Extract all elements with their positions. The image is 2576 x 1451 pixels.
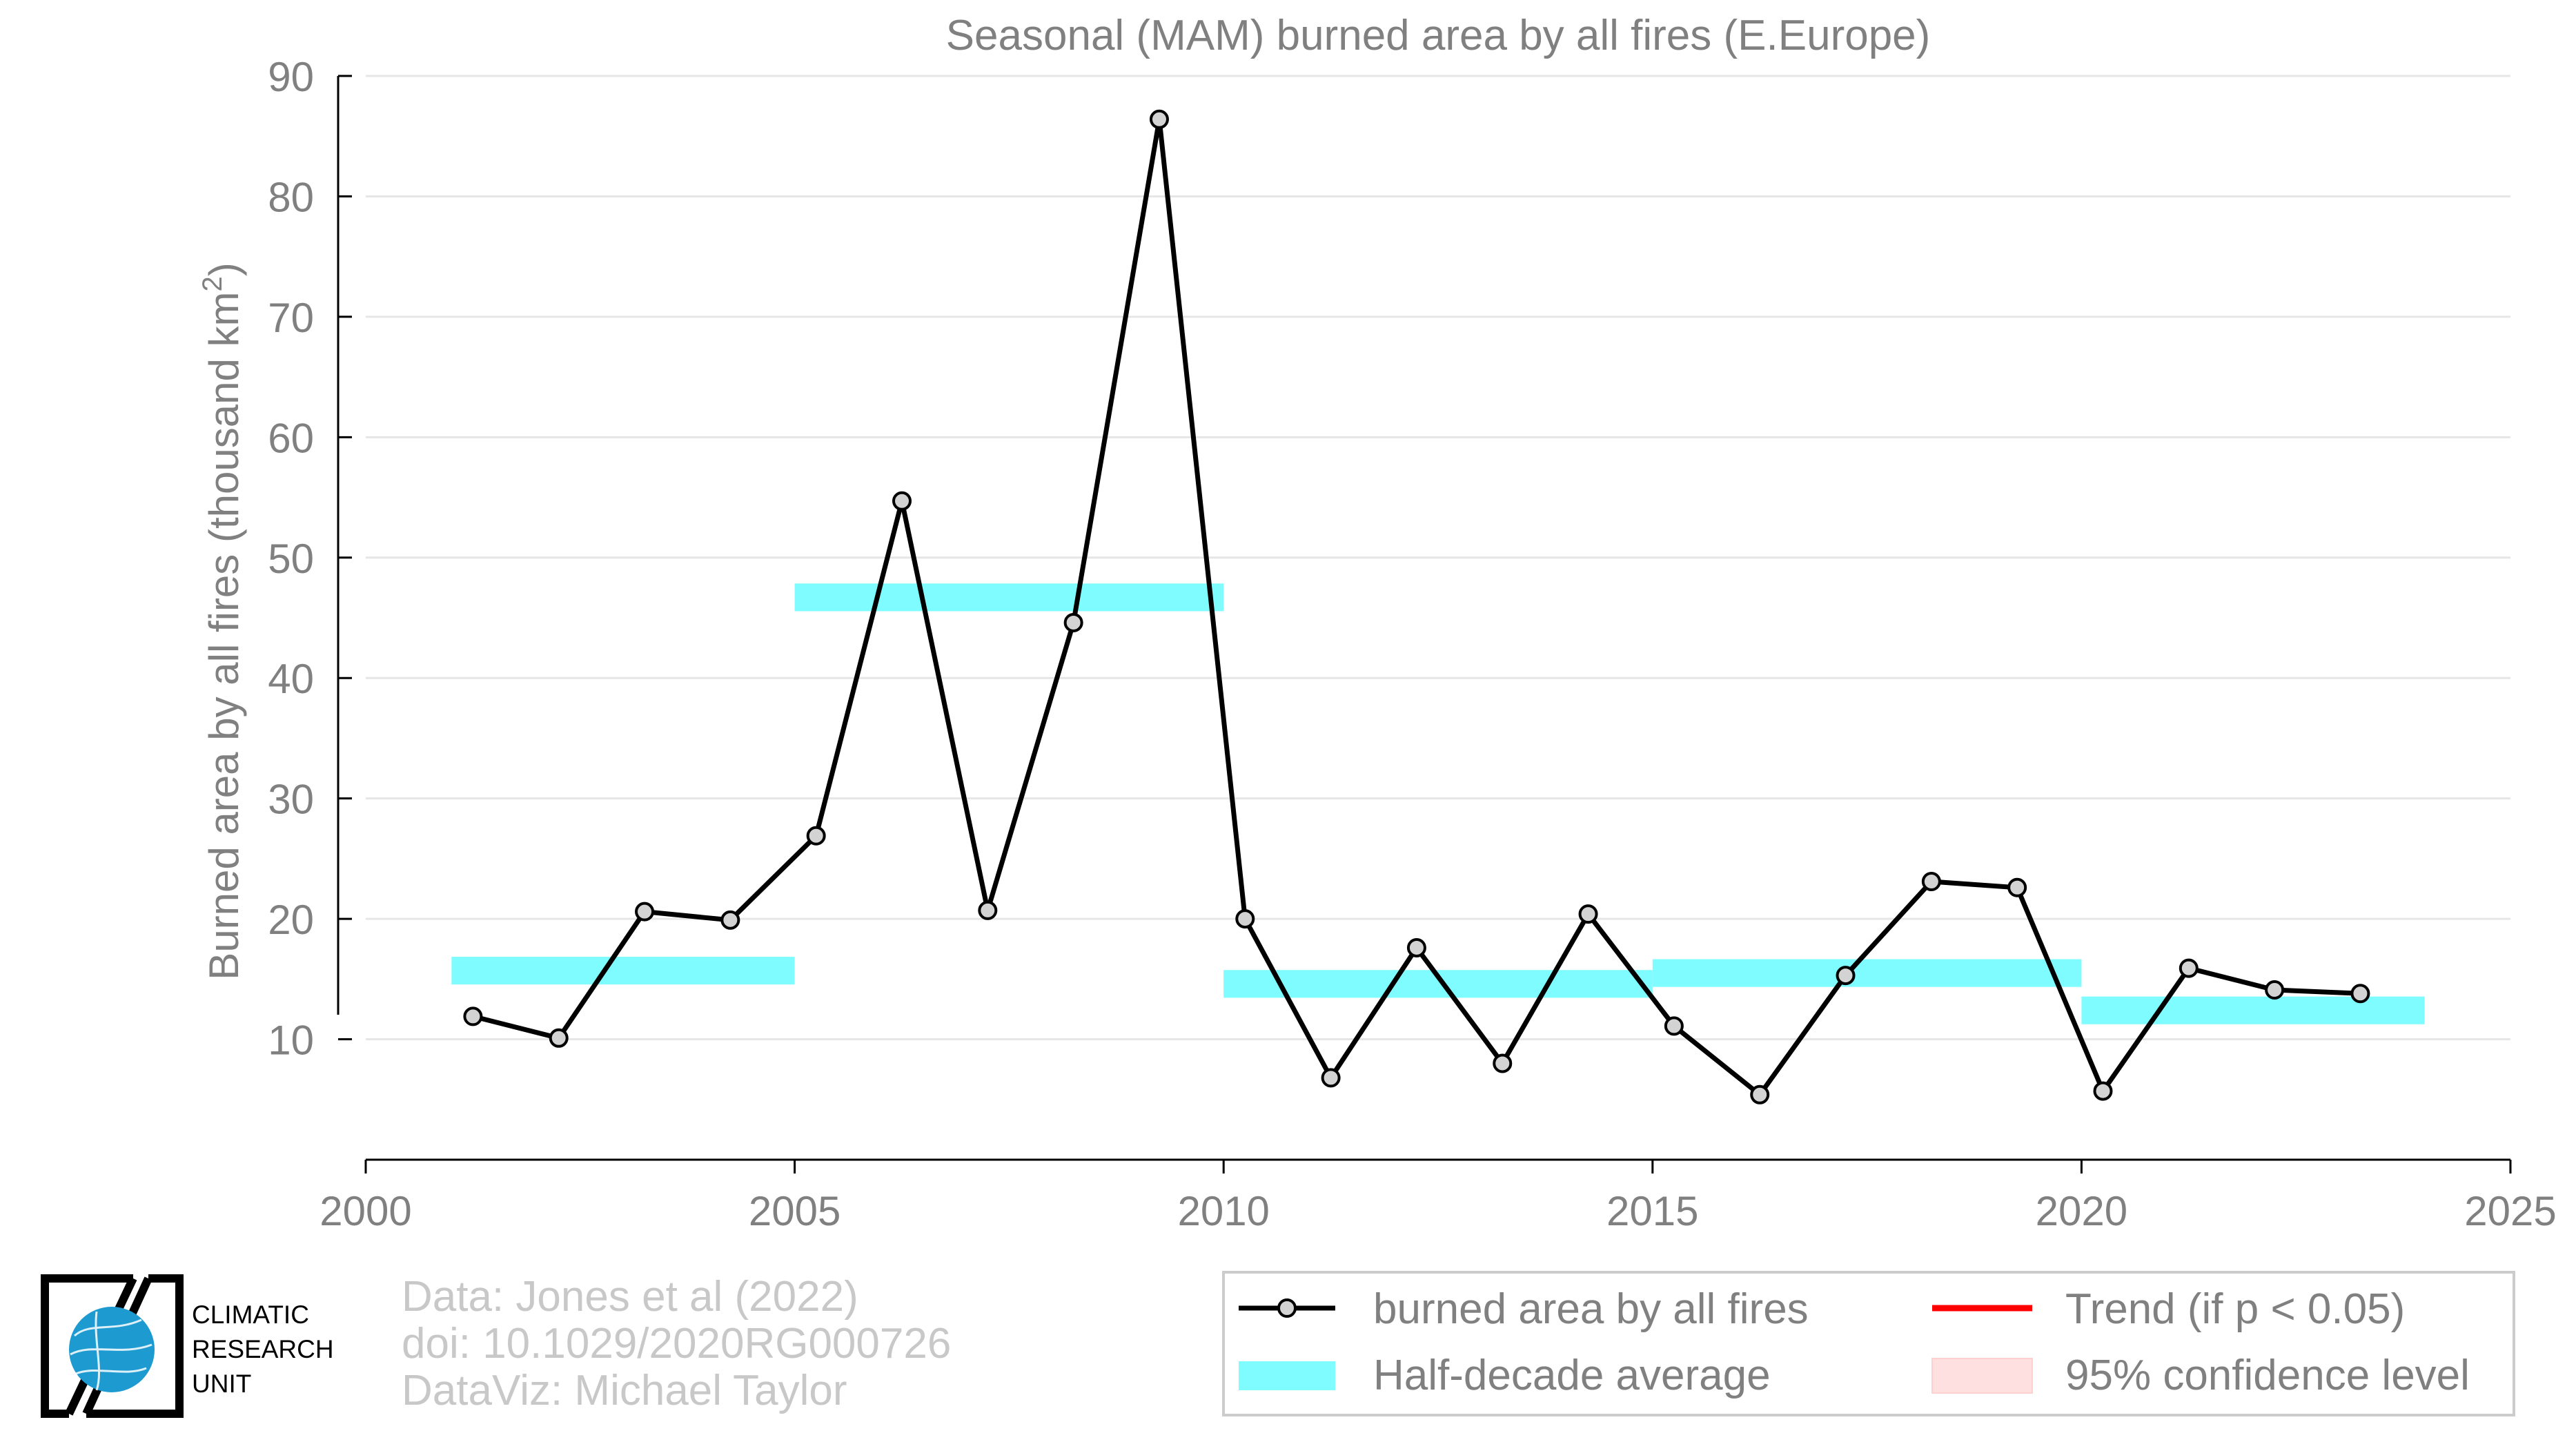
- data-point-2012: [1406, 937, 1426, 957]
- x-tick-label-2015: 2015: [1606, 1188, 1698, 1234]
- logo-line-3: UNIT: [192, 1370, 252, 1398]
- data-point-2023: [2350, 984, 2370, 1004]
- data-point-2016: [1750, 1084, 1770, 1104]
- y-tick-label-20: 20: [268, 897, 314, 943]
- logo-line-2: RESEARCH: [192, 1335, 334, 1363]
- data-point-2003: [635, 902, 655, 922]
- x-tick-label-2010: 2010: [1177, 1188, 1269, 1234]
- y-tick-label-10: 10: [268, 1017, 314, 1064]
- y-axis-label: Burned area by all fires (thousand km2): [197, 262, 247, 980]
- data-point-2005: [806, 826, 826, 846]
- y-tick-label-50: 50: [268, 536, 314, 582]
- data-point-2006: [892, 491, 912, 511]
- legend: burned area by all fires Trend (if p < 0…: [1222, 1271, 2515, 1416]
- data-point-2013: [1493, 1053, 1513, 1073]
- legend-label-trend: Trend (if p < 0.05): [2065, 1285, 2405, 1333]
- logo-text: CLIMATIC RESEARCH UNIT: [192, 1298, 334, 1401]
- legend-average-swatch: [1239, 1361, 1335, 1390]
- y-tick-label-40: 40: [268, 656, 314, 702]
- data-point-2022: [2265, 980, 2285, 1000]
- y-axis-label-main: Burned area by all fires (thousand km: [201, 292, 247, 980]
- data-point-2009: [1149, 109, 1169, 129]
- data-point-2014: [1578, 904, 1598, 924]
- y-tick-label-30: 30: [268, 777, 314, 823]
- logo-line-1: CLIMATIC: [192, 1301, 309, 1329]
- credits-data: Data: Jones et al (2022): [402, 1273, 858, 1321]
- half-decade-average-bar-1: [451, 957, 795, 985]
- data-point-2010: [1235, 909, 1255, 929]
- credits: Data: Jones et al (2022) doi: 10.1029/20…: [402, 1274, 951, 1414]
- x-tick-label-2000: 2000: [319, 1188, 411, 1234]
- chart-title: Seasonal (MAM) burned area by all fires …: [946, 12, 1931, 59]
- grid-lines: [366, 75, 2510, 1041]
- data-point-2007: [978, 900, 998, 920]
- data-point-2015: [1664, 1016, 1684, 1036]
- y-axis-label-superscript: 2: [197, 276, 228, 291]
- data-point-2008: [1063, 612, 1083, 632]
- half-decade-average-bar-5: [2081, 996, 2425, 1024]
- credits-doi: doi: 10.1029/2020RG000726: [402, 1320, 952, 1367]
- y-axis-label-close: ): [201, 262, 247, 276]
- data-point-2020: [2093, 1081, 2113, 1101]
- legend-series-marker: [1277, 1298, 1297, 1318]
- legend-label-series: burned area by all fires: [1373, 1285, 1809, 1333]
- legend-box: [1222, 1271, 2515, 1416]
- axis-ticks: 10 20 30 40 50 60 70 80 90 2000 2005 2010 2015 2020 20…: [268, 54, 2556, 1234]
- half-decade-average-bar-4: [1652, 959, 2082, 987]
- x-tick-label-2025: 2025: [2464, 1188, 2556, 1234]
- data-point-2004: [720, 910, 740, 930]
- legend-label-confidence: 95% confidence level: [2065, 1352, 2470, 1399]
- data-point-2011: [1321, 1068, 1341, 1088]
- half-decade-average-bar-2: [794, 583, 1224, 612]
- globe-icon: [69, 1307, 155, 1392]
- y-tick-label-80: 80: [268, 174, 314, 220]
- y-tick-label-90: 90: [268, 54, 314, 100]
- data-point-2019: [2007, 877, 2027, 897]
- axes: [337, 76, 2510, 1161]
- half-decade-average-bars: [451, 583, 2425, 1024]
- logo-bracket-frame: [41, 1274, 184, 1418]
- x-tick-label-2005: 2005: [749, 1188, 840, 1234]
- x-tick-label-2020: 2020: [2036, 1188, 2127, 1234]
- cru-logo: [41, 1274, 184, 1418]
- credits-dataviz: DataViz: Michael Taylor: [402, 1367, 847, 1414]
- y-tick-label-60: 60: [268, 415, 314, 461]
- data-point-2018: [1921, 872, 1941, 892]
- legend-confidence-swatch: [1931, 1358, 2033, 1394]
- y-tick-label-70: 70: [268, 295, 314, 341]
- data-point-2002: [549, 1028, 569, 1048]
- data-point-2001: [463, 1006, 483, 1026]
- legend-label-average: Half-decade average: [1373, 1352, 1771, 1399]
- data-point-2017: [1836, 966, 1856, 986]
- series-markers: [463, 109, 2370, 1104]
- data-point-2021: [2179, 958, 2199, 978]
